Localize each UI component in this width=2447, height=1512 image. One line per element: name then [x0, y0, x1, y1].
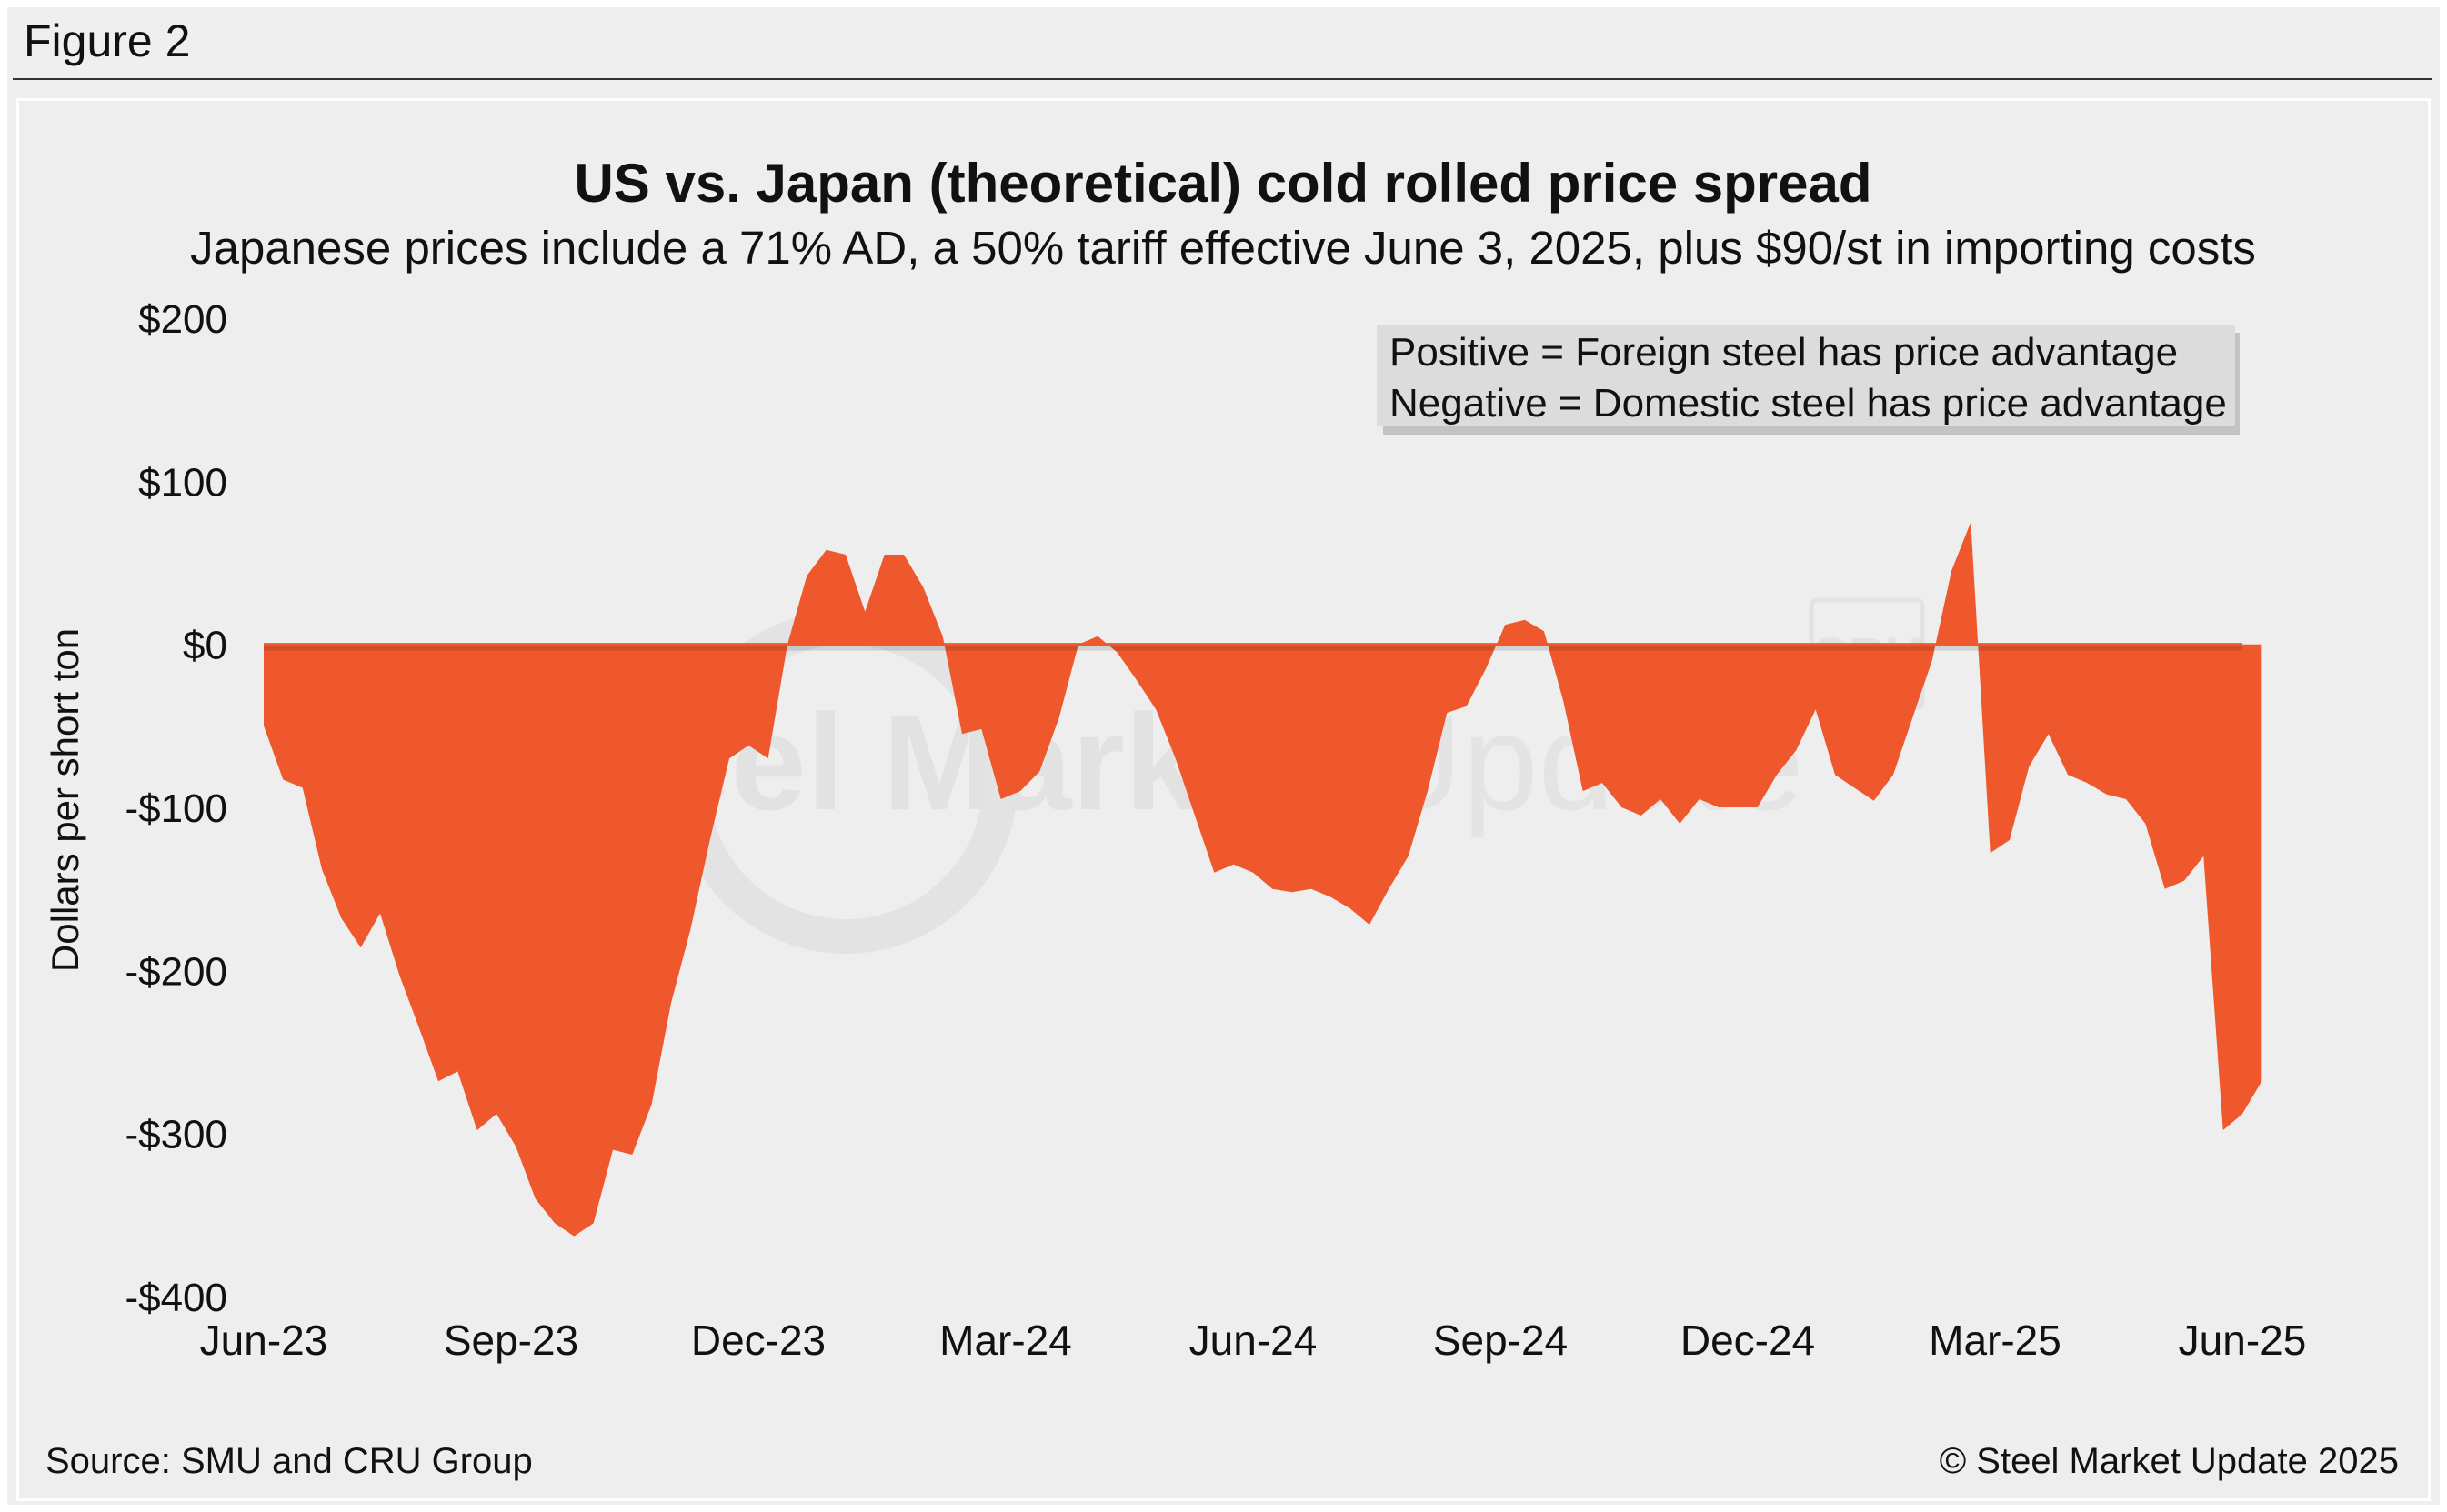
- x-tick-labels: Jun-23 Sep-23 Dec-23 Mar-24 Jun-24 Sep-24 Dec-…: [200, 1317, 2307, 1364]
- y-tick-label: $0: [183, 624, 227, 668]
- figure-label: Figure 2: [24, 15, 191, 66]
- legend-box: [1377, 325, 2235, 426]
- x-tick-label: Dec-24: [1680, 1317, 1815, 1364]
- spread-area: [264, 522, 2262, 1237]
- y-tick-label: -$400: [125, 1276, 227, 1320]
- series-area: [264, 522, 2262, 1237]
- x-tick-label: Jun-23: [200, 1317, 328, 1364]
- chart-title: US vs. Japan (theoretical) cold rolled p…: [574, 153, 1871, 214]
- source-note: Source: SMU and CRU Group: [45, 1441, 533, 1481]
- x-tick-label: Dec-23: [691, 1317, 826, 1364]
- y-tick-label: $200: [138, 297, 227, 342]
- copyright-note: © Steel Market Update 2025: [1940, 1441, 2399, 1481]
- chart-subtitle: Japanese prices include a 71% AD, a 50% …: [190, 222, 2256, 274]
- legend-line-negative: Negative = Domestic steel has price adva…: [1389, 381, 2227, 426]
- x-tick-label: Sep-24: [1433, 1317, 1568, 1364]
- x-tick-label: Jun-25: [2179, 1317, 2307, 1364]
- x-tick-label: Mar-25: [1929, 1317, 2061, 1364]
- x-tick-label: Jun-24: [1189, 1317, 1318, 1364]
- y-tick-label: $100: [138, 460, 227, 505]
- y-tick-label: -$100: [125, 786, 227, 831]
- y-axis-label: Dollars per short ton: [44, 628, 86, 972]
- legend-line-positive: Positive = Foreign steel has price advan…: [1389, 330, 2178, 375]
- y-tick-label: -$200: [125, 949, 227, 994]
- y-tick-label: -$300: [125, 1113, 227, 1157]
- x-tick-label: Sep-23: [444, 1317, 578, 1364]
- x-tick-label: Mar-24: [939, 1317, 1072, 1364]
- header-rule: [13, 78, 2432, 80]
- y-tick-labels: $200 $100 $0 -$100 -$200 -$300 -$400: [125, 297, 227, 1320]
- legend: Positive = Foreign steel has price advan…: [1377, 325, 2240, 435]
